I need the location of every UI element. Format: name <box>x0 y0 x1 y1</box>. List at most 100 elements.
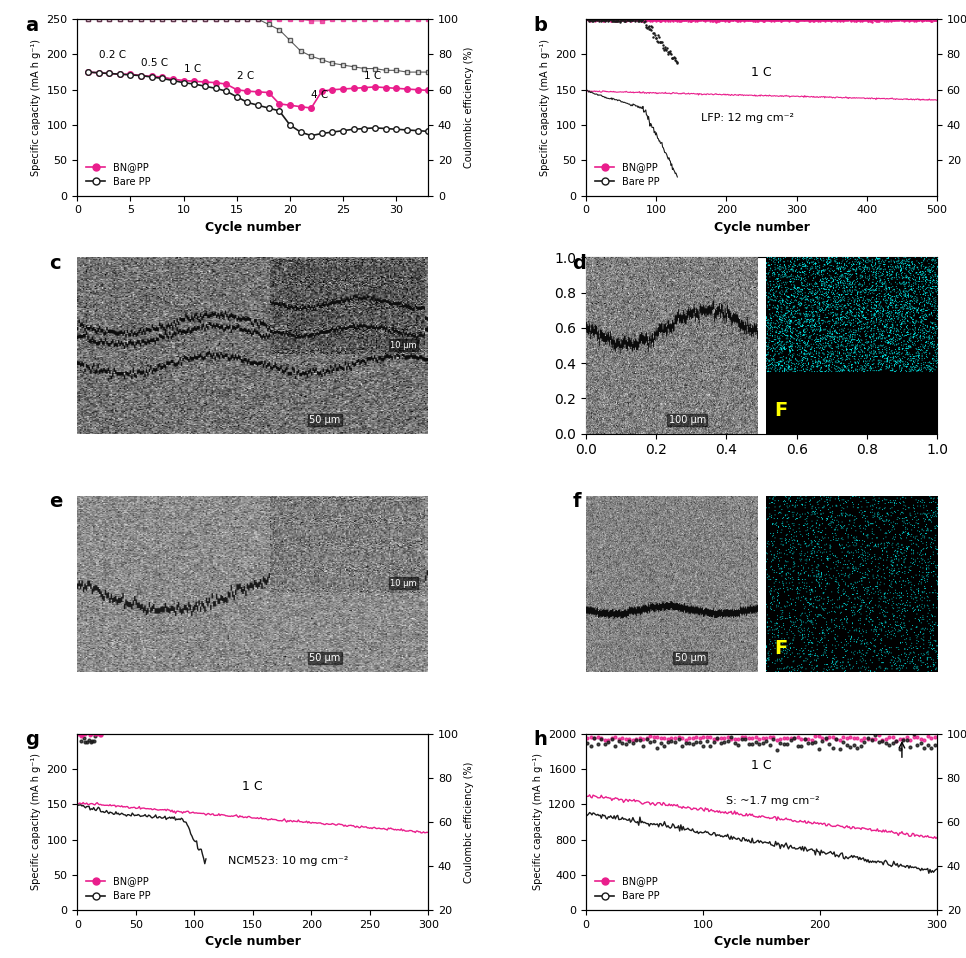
Point <box>709 730 724 745</box>
Point <box>611 733 627 748</box>
Point <box>689 734 704 749</box>
Text: LFP: 12 mg cm⁻²: LFP: 12 mg cm⁻² <box>701 113 794 124</box>
Point <box>832 741 847 756</box>
Point <box>724 729 739 744</box>
Point <box>636 738 651 753</box>
Point <box>755 736 771 751</box>
Point <box>92 726 107 741</box>
Point <box>839 731 855 746</box>
Text: S: ~1.7 mg cm⁻²: S: ~1.7 mg cm⁻² <box>726 796 820 807</box>
Point <box>920 737 935 752</box>
Point <box>586 730 602 745</box>
Point <box>909 729 924 744</box>
Point <box>804 735 819 750</box>
Text: 100 μm: 100 μm <box>668 415 706 425</box>
Point <box>864 732 879 747</box>
Point <box>91 725 106 741</box>
Point <box>583 729 599 744</box>
Point <box>885 735 900 750</box>
Point <box>639 730 655 745</box>
Point <box>696 739 711 754</box>
Point <box>79 724 95 740</box>
Point <box>906 726 922 741</box>
Point <box>780 730 795 745</box>
Point <box>642 728 658 743</box>
Point <box>706 734 722 749</box>
Y-axis label: Specific capacity (mA h g⁻¹): Specific capacity (mA h g⁻¹) <box>31 39 41 176</box>
Point <box>853 739 868 754</box>
Legend: BN@PP, Bare PP: BN@PP, Bare PP <box>82 158 155 191</box>
Text: 50 μm: 50 μm <box>309 415 340 425</box>
Point <box>895 732 911 747</box>
Point <box>825 741 840 756</box>
Point <box>917 733 932 748</box>
Y-axis label: Coulombic efficiency (%): Coulombic efficiency (%) <box>465 47 474 168</box>
Point <box>752 731 767 746</box>
Point <box>660 735 675 750</box>
Text: 50 μm: 50 μm <box>309 653 340 663</box>
Point <box>895 732 911 747</box>
Point <box>765 729 781 744</box>
Point <box>622 731 638 746</box>
Point <box>790 730 806 745</box>
X-axis label: Cycle number: Cycle number <box>205 221 300 234</box>
Point <box>814 734 830 749</box>
Point <box>853 732 868 747</box>
Point <box>927 730 943 745</box>
Point <box>867 728 883 743</box>
Point <box>664 733 679 748</box>
Text: a: a <box>25 15 38 34</box>
Point <box>758 733 774 748</box>
Point <box>84 727 99 742</box>
Point <box>741 737 756 752</box>
Point <box>842 729 858 744</box>
Point <box>85 734 100 749</box>
Point <box>804 733 819 748</box>
Text: F: F <box>775 400 787 420</box>
Point <box>689 730 704 745</box>
Point <box>717 734 732 749</box>
Point <box>128 506 144 521</box>
Point <box>762 730 778 745</box>
Point <box>755 730 771 745</box>
Point <box>769 733 784 748</box>
Y-axis label: Coulombic efficiency (%): Coulombic efficiency (%) <box>465 762 474 882</box>
Point <box>889 734 904 749</box>
Point <box>71 725 87 741</box>
Point <box>629 732 644 747</box>
Point <box>604 732 619 747</box>
Point <box>601 732 616 747</box>
Point <box>737 730 753 745</box>
Point <box>614 736 630 751</box>
Point <box>92 727 107 742</box>
Point <box>765 731 781 746</box>
Point <box>741 731 756 746</box>
Text: e: e <box>49 492 63 511</box>
Text: g: g <box>25 730 39 749</box>
Point <box>88 722 103 738</box>
Point <box>81 725 97 741</box>
Point <box>889 733 904 748</box>
Point <box>668 734 683 749</box>
Point <box>881 738 896 753</box>
Point <box>85 724 100 740</box>
Point <box>86 724 101 740</box>
Point <box>597 737 612 752</box>
Point <box>832 733 847 748</box>
Point <box>681 731 696 746</box>
Point <box>657 731 672 746</box>
Point <box>783 732 799 747</box>
Point <box>878 731 894 746</box>
Point <box>670 729 686 744</box>
Point <box>861 731 876 746</box>
Point <box>657 739 672 754</box>
Point <box>818 731 834 746</box>
Point <box>593 731 609 746</box>
Point <box>923 731 939 746</box>
Point <box>909 738 924 753</box>
Point <box>878 736 894 751</box>
Point <box>650 741 666 756</box>
Point <box>653 735 668 750</box>
Point <box>927 738 943 753</box>
Point <box>758 730 774 745</box>
